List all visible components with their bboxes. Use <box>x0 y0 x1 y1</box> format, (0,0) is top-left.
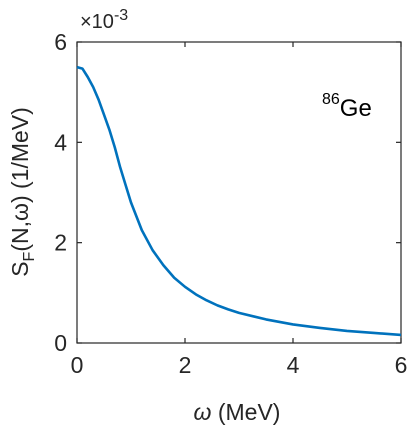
y-axis-main: S <box>7 261 33 276</box>
y-multiplier-label: ×10-3 <box>80 7 128 33</box>
y-tick-label: 6 <box>54 29 67 55</box>
x-tick-label: 0 <box>71 352 84 378</box>
x-tick-label: 6 <box>395 352 408 378</box>
series-line <box>76 65 402 337</box>
y-axis-label: SF(N,ω) (1/MeV) <box>7 107 38 277</box>
plot-area <box>76 41 402 344</box>
x-axis-unit: (MeV) <box>211 399 280 425</box>
y-axis-rest: (N,ω) (1/MeV) <box>7 107 33 251</box>
x-axis-symbol: ω <box>194 399 212 425</box>
y-axis-sub: F <box>21 251 38 261</box>
y-tick-label: 4 <box>54 129 67 155</box>
plot-frame <box>76 41 402 344</box>
ticks-layer: 0 2 4 6 0 2 4 6 <box>54 29 407 378</box>
annotation-text: Ge <box>340 95 372 122</box>
annotation-sup: 86 <box>322 91 340 108</box>
y-multiplier-exponent: -3 <box>114 7 128 24</box>
y-multiplier-base: ×10 <box>80 11 114 33</box>
x-tick-label: 4 <box>287 352 300 378</box>
y-tick-label: 2 <box>54 230 67 256</box>
x-tick-label: 2 <box>179 352 192 378</box>
y-tick-label: 0 <box>54 330 67 356</box>
x-axis-label: ω (MeV) <box>194 399 281 425</box>
annotation-86ge: 86Ge <box>322 91 372 122</box>
line-layer <box>76 65 402 337</box>
